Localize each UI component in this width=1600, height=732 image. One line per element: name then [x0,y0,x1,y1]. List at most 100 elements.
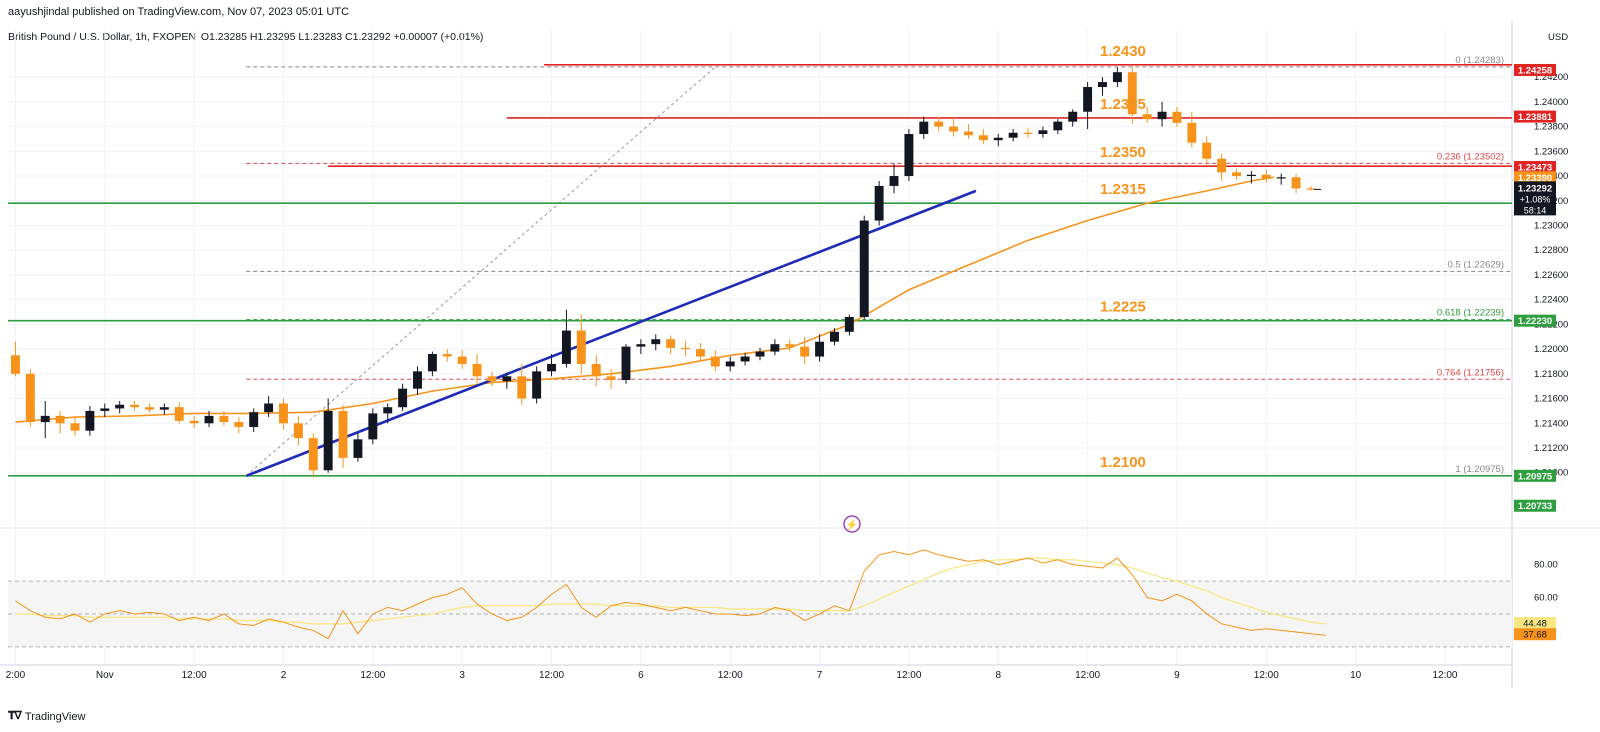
candle-body [532,371,542,399]
candle-body [293,423,303,439]
candle-body [770,344,780,352]
candle-body [457,356,467,364]
candle-body [338,410,348,458]
candle-body [1306,188,1316,190]
candle-body [1246,174,1256,177]
price-level-label: 1.2385 [1100,96,1146,113]
x-tick-label: 3 [459,670,465,681]
fib-level-label: 0.236 (1.23502) [1437,151,1504,162]
x-tick-label: 10 [1350,670,1362,681]
candle-body [561,330,571,364]
fib-level-label: 0.5 (1.22629) [1447,259,1504,270]
symbol-title[interactable]: British Pound / U.S. Dollar, 1h, FXOPEN [8,31,196,43]
current-change-label: +1.08% [1520,194,1551,204]
candle-body [1187,122,1197,143]
candle-body [502,376,512,382]
price-level-label: 1.2350 [1100,144,1146,161]
candle-body [25,373,35,423]
candle-body [666,339,676,348]
candle-body [1261,174,1271,179]
fib-level-label: 0.618 (1.22239) [1437,308,1504,319]
candle-body [1157,111,1167,120]
price-level-label: 1.2315 [1100,181,1146,198]
candle-body [219,415,229,423]
x-tick-label: 2:00 [6,670,26,681]
candle-body [353,439,363,458]
candle-body [547,363,556,372]
fib-diagonal-line [245,66,716,477]
candle-body [934,121,944,127]
candle-body [413,371,422,389]
lightning-icon[interactable] [843,515,861,533]
lightning-glyph: ⚡ [846,518,858,531]
candle-body [889,176,899,186]
candle-body [234,422,244,427]
candle-body [144,407,154,410]
x-tick-label: 8 [995,670,1001,681]
candle-body [829,331,839,342]
y-tick-label: 1.22800 [1534,245,1568,256]
rsi-tick-label: 60.00 [1534,593,1558,604]
price-badge [1514,63,1556,76]
price-badge-label: 1.20733 [1518,501,1552,512]
candle-body [964,131,973,136]
candle-body [1276,177,1286,179]
candle-body [517,376,527,399]
candle-body [576,330,586,364]
candle-body [591,363,601,377]
candle-body [1202,142,1212,159]
price-badge [1514,161,1556,174]
candle-body [85,410,95,431]
symbol-info: British Pound / U.S. Dollar, 1h, FXOPEN … [8,31,483,43]
y-tick-label: 1.23600 [1534,146,1568,157]
y-tick-label: 1.24200 [1534,72,1568,83]
candle-body [159,407,169,410]
candle-body [442,354,452,357]
y-tick-label: 1.22000 [1534,344,1568,355]
rsi-badge [1514,628,1556,641]
price-chart[interactable]: 0 (1.24283) 0.236 (1.23502) 0.5 (1.22629) 0… [0,20,1600,700]
candle-body [368,413,378,440]
rsi-badge-label: 44.48 [1523,619,1547,630]
candle-body [904,134,914,177]
candle-body [681,347,691,350]
y-tick-label: 1.24000 [1534,97,1568,108]
candle-body [1112,72,1122,83]
footer-brand: TradingView [24,710,86,723]
candle-body [100,408,110,411]
x-tick-label: 12:00 [1432,670,1457,681]
candle-body [919,121,929,135]
candle-body [740,356,750,362]
rsi-line [15,549,1326,640]
y-tick-label: 1.23800 [1534,122,1568,133]
rsi-tick-label: 80.00 [1534,560,1558,571]
candle-body [710,356,720,367]
moving-average-line [15,176,1274,423]
candle-body [949,126,959,132]
candle-body [279,403,288,424]
candle-body [1098,82,1107,88]
candle-body [398,388,408,408]
price-badge [1514,499,1556,512]
candle-body [1068,111,1078,122]
candle-body [130,404,140,408]
candle-body [1008,132,1018,138]
publisher-line: aayushjindal published on TradingView.co… [8,6,350,18]
candle-body [695,349,705,357]
candle-body [487,376,497,382]
candle-body [800,346,810,357]
current-price-label: 1.23292 [1518,183,1552,194]
y-tick-label: 1.21800 [1534,369,1568,380]
candle-body [472,363,482,377]
ohlc-readout: O1.23285 H1.23295 L1.23283 C1.23292 +0.0… [200,31,484,43]
candle-body [978,135,988,141]
price-badge-label: 1.23473 [1518,163,1552,174]
candle-body [189,420,199,424]
candle-body [1217,158,1227,173]
trendline [245,189,977,478]
candle-body [1083,87,1093,112]
candle-body [844,316,854,332]
candle-body [1053,121,1063,131]
candle-body [1232,172,1241,177]
candle-body [115,404,125,409]
